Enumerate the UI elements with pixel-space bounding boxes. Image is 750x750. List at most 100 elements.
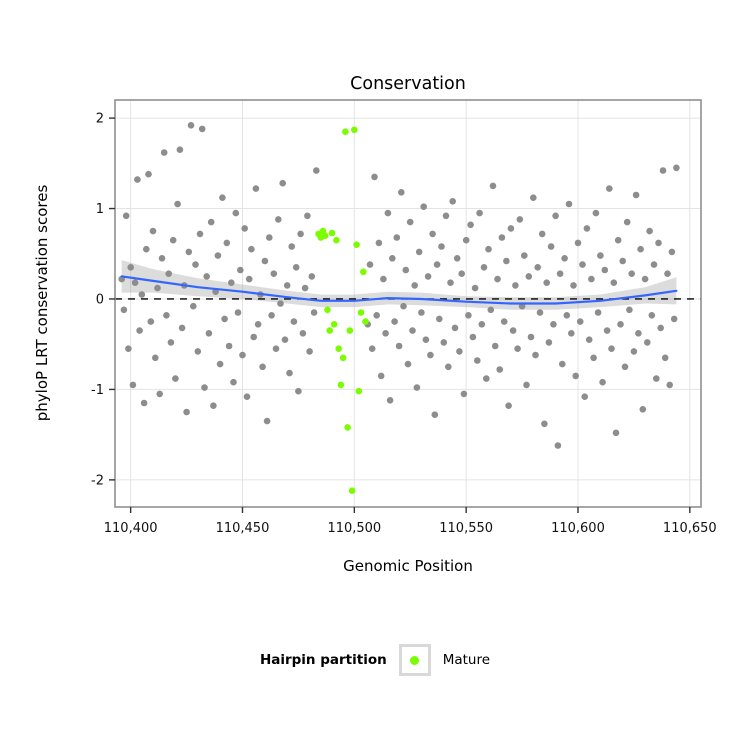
data-point: [313, 167, 320, 174]
data-point: [174, 200, 181, 208]
data-point: [451, 324, 459, 332]
data-point: [646, 227, 653, 235]
data-point: [138, 291, 146, 298]
data-point: [666, 381, 673, 389]
data-point: [447, 279, 454, 287]
data-point: [554, 442, 562, 449]
axes: 110,400 110,450 110,500 110,550 110,600 110,6…: [91, 112, 717, 536]
data-point: [653, 375, 660, 382]
data-point: [637, 245, 644, 253]
data-point: [131, 279, 139, 287]
data-point: [353, 241, 360, 248]
data-point: [623, 218, 631, 226]
data-point: [395, 342, 403, 350]
data-point: [644, 339, 651, 346]
data-point: [606, 185, 613, 192]
data-point: [568, 330, 575, 337]
data-point: [436, 315, 443, 323]
data-point: [234, 309, 242, 316]
data-point: [147, 318, 155, 325]
data-point: [659, 167, 667, 174]
data-point: [438, 243, 445, 250]
data-point: [156, 390, 163, 398]
data-point: [292, 264, 300, 271]
data-point: [380, 275, 387, 283]
data-point: [252, 185, 260, 192]
data-point: [453, 254, 461, 262]
data-point: [290, 318, 298, 325]
data-point: [485, 245, 492, 253]
data-point: [592, 209, 600, 217]
data-point: [228, 279, 235, 287]
data-point: [621, 363, 629, 371]
x-axis-label: Genomic Position: [343, 557, 473, 575]
data-point: [339, 354, 347, 362]
data-point: [664, 270, 671, 278]
data-point: [134, 176, 141, 183]
mature-dot-icon: [410, 655, 420, 665]
scatter-plot: 110,400 110,450 110,500 110,550 110,600 110,6…: [33, 74, 717, 575]
data-point: [556, 270, 564, 278]
data-point: [480, 264, 488, 271]
legend-title: Hairpin partition: [259, 652, 387, 668]
data-point: [469, 333, 477, 341]
data-point: [673, 164, 680, 172]
data-point: [512, 282, 519, 289]
data-point: [561, 254, 568, 262]
data-point: [565, 200, 573, 208]
data-point: [572, 372, 579, 380]
data-point: [261, 257, 269, 265]
smooth-line: [120, 275, 678, 305]
data-point: [198, 125, 206, 133]
data-point: [420, 203, 428, 210]
data-point: [333, 236, 340, 244]
data-point: [214, 252, 222, 259]
data-point: [344, 424, 351, 431]
data-point: [154, 284, 161, 292]
data-point: [576, 318, 584, 325]
data-point: [129, 381, 137, 389]
data-point: [239, 351, 246, 359]
legend-key: [398, 644, 431, 676]
data-point: [279, 179, 287, 187]
x-tick-label: 110,650: [663, 521, 717, 536]
data-point: [599, 378, 606, 386]
data-point: [362, 318, 369, 325]
data-point: [326, 327, 334, 334]
data-point: [536, 309, 544, 316]
data-point: [270, 270, 278, 278]
data-point: [143, 245, 150, 253]
data-point: [324, 306, 331, 314]
data-point: [661, 354, 669, 362]
data-point: [581, 393, 588, 401]
data-point: [429, 230, 436, 238]
data-point: [552, 212, 559, 220]
data-point: [415, 248, 423, 256]
data-point: [391, 318, 398, 325]
data-point: [440, 339, 448, 346]
data-point: [467, 221, 474, 229]
data-point: [456, 348, 463, 355]
data-point: [152, 354, 159, 362]
data-point: [225, 342, 233, 350]
y-tick-label: -2: [91, 473, 104, 488]
data-point: [373, 312, 381, 319]
data-point: [393, 234, 401, 241]
data-point: [570, 282, 577, 289]
y-tick-label: 1: [96, 202, 104, 217]
data-point: [402, 266, 410, 274]
data-point: [185, 248, 193, 256]
data-point: [230, 378, 237, 386]
data-point: [530, 194, 537, 201]
data-point: [641, 275, 649, 283]
data-point: [442, 212, 450, 220]
data-point: [521, 252, 528, 259]
data-point: [583, 225, 591, 232]
data-point: [275, 216, 282, 223]
data-point: [424, 273, 432, 280]
data-point: [169, 236, 177, 244]
legend-item-label: Mature: [442, 652, 491, 668]
data-point: [483, 375, 490, 382]
data-point: [579, 261, 586, 268]
data-point: [149, 227, 157, 235]
